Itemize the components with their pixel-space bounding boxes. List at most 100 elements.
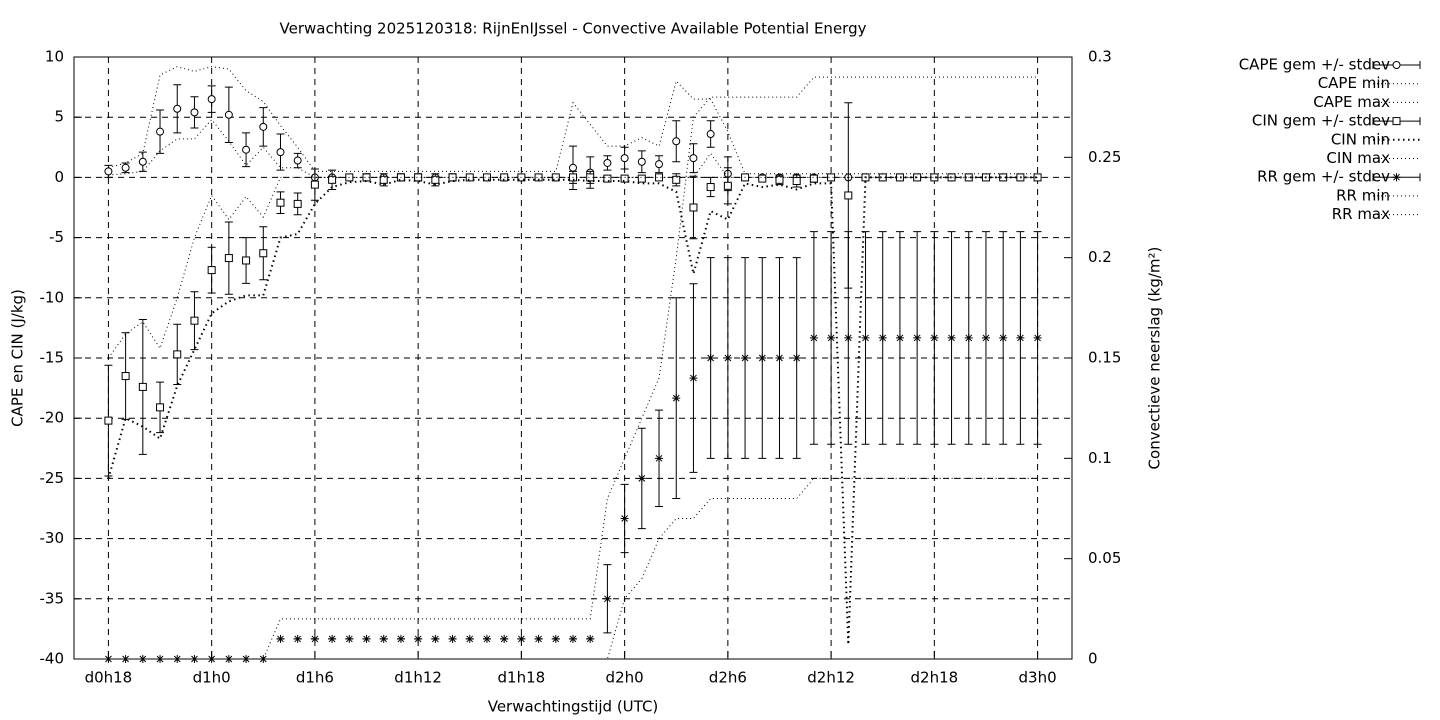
y-tick-label: -25 [40, 469, 65, 487]
x-tick-label: d1h0 [193, 669, 231, 687]
marker [775, 354, 784, 362]
marker [689, 203, 698, 212]
marker [293, 156, 302, 165]
y2-tick-label: 0.15 [1088, 349, 1121, 367]
marker [1016, 333, 1025, 342]
legend-label: CIN min [1331, 130, 1390, 148]
marker [930, 333, 939, 342]
marker [844, 191, 853, 200]
y-axis-title: CAPE en CIN (J/kg) [9, 289, 27, 427]
marker [741, 354, 750, 362]
marker [637, 474, 646, 483]
marker [224, 110, 233, 119]
marker [242, 145, 251, 154]
marker [603, 158, 612, 167]
marker [551, 173, 560, 182]
marker [207, 266, 216, 275]
marker [792, 354, 801, 362]
marker [878, 333, 887, 342]
marker [156, 127, 165, 136]
x-tick-label: d2h6 [709, 669, 747, 687]
marker [448, 634, 457, 643]
marker [156, 403, 165, 412]
marker [655, 454, 664, 463]
marker [844, 333, 853, 342]
marker [517, 634, 526, 643]
marker [207, 655, 216, 663]
y-tick-label: -35 [40, 589, 65, 607]
marker [895, 333, 904, 342]
marker [310, 634, 319, 643]
marker [345, 634, 354, 643]
marker [379, 634, 388, 643]
y-tick-label: 0 [54, 168, 64, 186]
marker [620, 514, 629, 523]
marker [706, 130, 715, 139]
y2-tick-label: 0.3 [1088, 48, 1112, 66]
marker [706, 183, 715, 192]
marker [603, 174, 612, 183]
marker [121, 163, 130, 172]
marker [396, 634, 405, 643]
marker [775, 175, 784, 184]
marker [328, 175, 337, 184]
marker [104, 416, 113, 425]
legend-marker [1392, 173, 1401, 182]
marker [758, 174, 767, 183]
marker [723, 354, 732, 362]
marker [964, 333, 973, 342]
marker [293, 199, 302, 208]
marker [259, 655, 268, 663]
marker [328, 634, 337, 643]
marker [689, 154, 698, 163]
marker [173, 104, 182, 113]
y-tick-label: 10 [45, 48, 64, 66]
y2-tick-label: 0.1 [1088, 449, 1112, 467]
marker [1033, 333, 1042, 342]
marker [827, 333, 836, 342]
y2-tick-label: 0.25 [1088, 148, 1121, 166]
marker [1033, 173, 1042, 182]
marker [104, 167, 113, 176]
legend-label: CAPE min [1318, 74, 1390, 92]
x-tick-label: d2h18 [911, 669, 959, 687]
x-tick-label: d2h0 [606, 669, 644, 687]
chart-title: Verwachting 2025120318: RijnEnIJssel - C… [280, 20, 867, 38]
marker [913, 333, 922, 342]
marker [465, 173, 474, 182]
legend-label: CAPE gem +/- stdev [1239, 56, 1390, 74]
y2-tick-label: 0 [1088, 650, 1098, 668]
marker [379, 175, 388, 184]
marker [637, 174, 646, 183]
marker [551, 634, 560, 643]
marker [827, 173, 836, 182]
marker [190, 655, 199, 663]
marker [259, 122, 268, 131]
series-line [108, 176, 1038, 359]
marker [534, 173, 543, 182]
x-tick-label: d1h6 [296, 669, 334, 687]
legend-label: CIN gem +/- stdev [1252, 112, 1390, 130]
y2-axis-title: Convectieve neerslag (kg/m²) [1146, 247, 1164, 470]
series-line [107, 176, 1038, 645]
x-tick-label: d3h0 [1019, 669, 1057, 687]
marker [276, 198, 285, 207]
y-tick-label: -15 [40, 349, 65, 367]
legend-marker [1392, 61, 1401, 69]
x-tick-label: d0h18 [85, 669, 133, 687]
marker [603, 594, 612, 603]
marker [362, 173, 371, 182]
marker [706, 354, 715, 362]
marker [293, 634, 302, 643]
marker [207, 95, 216, 104]
marker [310, 180, 319, 189]
marker [569, 634, 577, 643]
marker [672, 175, 681, 184]
marker [173, 350, 182, 359]
series-line [108, 477, 1038, 660]
x-tick-label: d2h12 [807, 669, 855, 687]
marker [138, 382, 147, 391]
legend-label: CIN max [1326, 149, 1390, 167]
marker [414, 634, 423, 643]
